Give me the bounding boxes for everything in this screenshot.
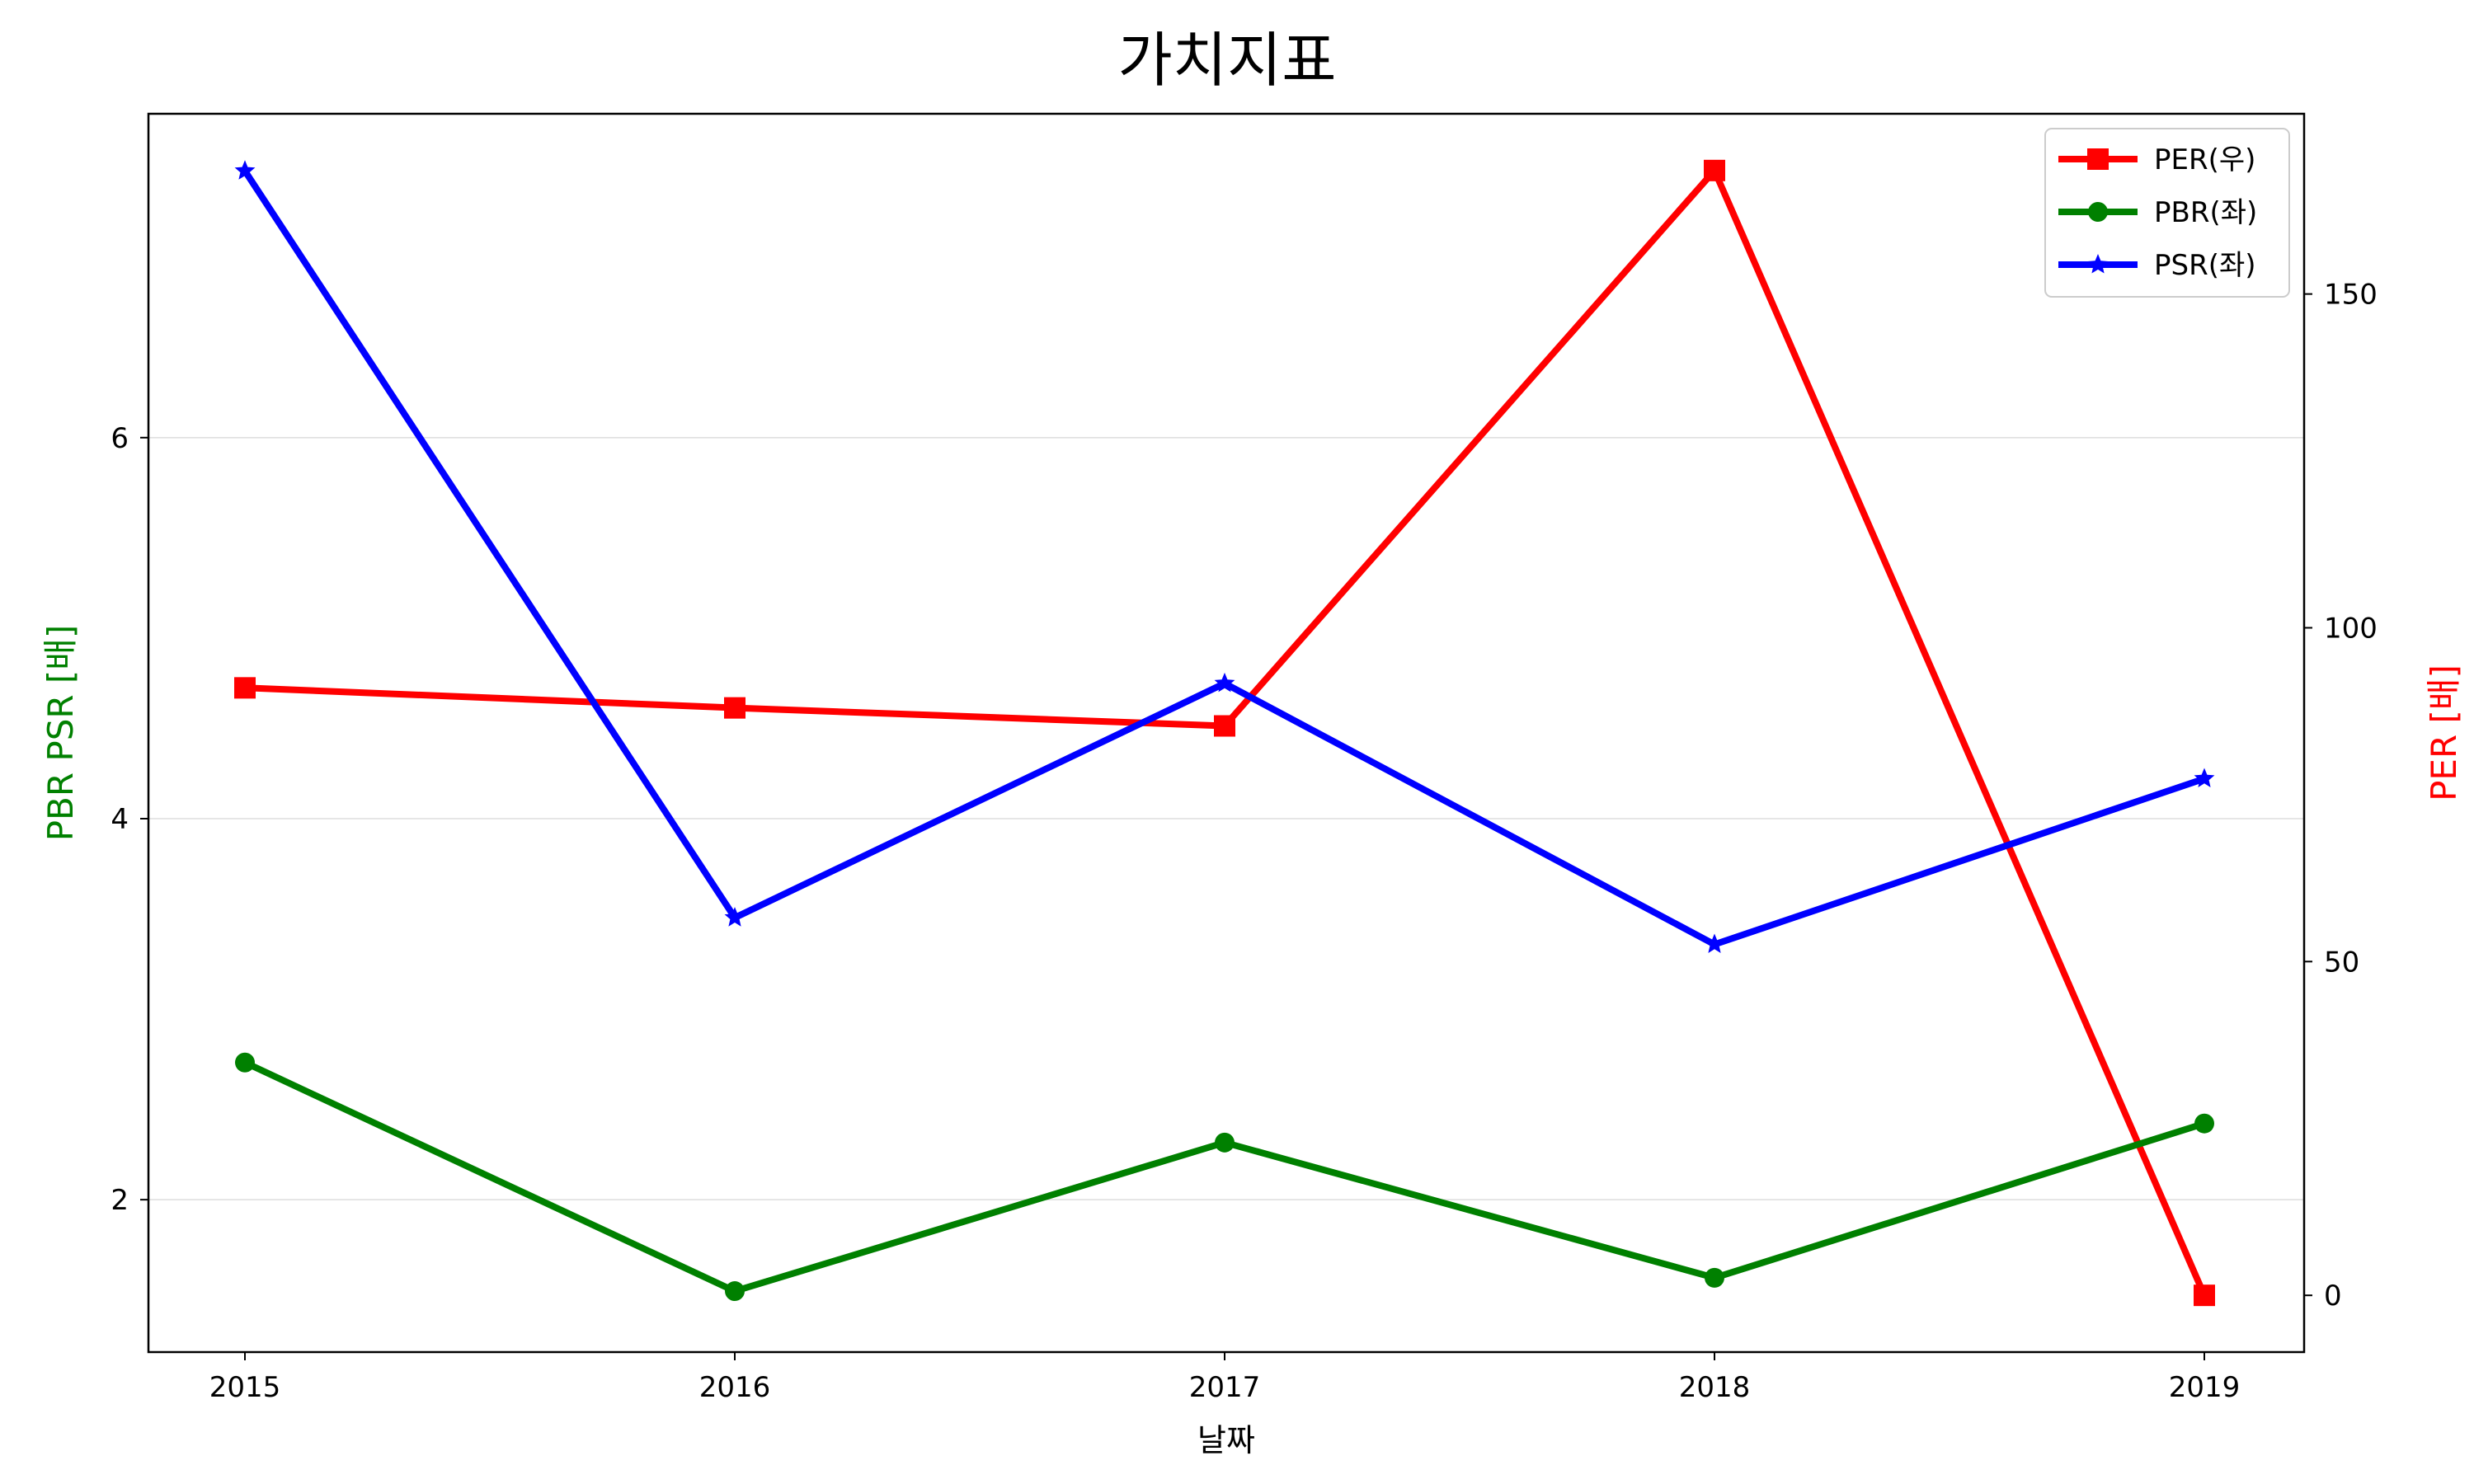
x-axis: 2015 2016 2017 2018 2019 [209, 1352, 2241, 1404]
series-0 [234, 159, 2215, 1307]
data-point [2194, 1113, 2214, 1134]
grid-lines [148, 437, 2304, 1200]
legend-label: PBR(좌) [2154, 196, 2257, 229]
data-point [724, 907, 745, 927]
legend-label: PSR(좌) [2154, 249, 2256, 282]
left-tick-label: 6 [111, 422, 129, 455]
left-tick-label: 2 [111, 1184, 129, 1217]
left-y-axis-label: PBR PSR [배] [40, 625, 81, 842]
data-point [1704, 933, 1725, 953]
x-tick-label: 2017 [1189, 1371, 1261, 1404]
x-tick-label: 2018 [1679, 1371, 1751, 1404]
right-tick-label: 0 [2324, 1280, 2342, 1313]
right-tick-label: 100 [2324, 612, 2378, 645]
data-point [1214, 672, 1235, 693]
data-point [724, 697, 745, 719]
series-1 [235, 1052, 2214, 1302]
series-line [242, 169, 2206, 948]
data-point [725, 1281, 745, 1302]
right-y-axis-label: PER [배] [2424, 665, 2464, 801]
data-point [1704, 159, 1725, 181]
series-layer [234, 159, 2215, 1307]
legend-marker [2087, 254, 2109, 274]
x-tick-label: 2019 [2169, 1371, 2241, 1404]
left-tick-label: 4 [111, 803, 129, 836]
legend-marker [2087, 148, 2109, 170]
legend-marker [2088, 202, 2108, 222]
left-y-axis: 2 4 6 [111, 422, 148, 1217]
data-point [2194, 1284, 2215, 1307]
data-point [1705, 1267, 1724, 1288]
data-point [234, 677, 256, 699]
series-line [243, 1059, 2206, 1295]
x-tick-label: 2016 [699, 1371, 771, 1404]
legend-box [2044, 128, 2290, 298]
right-tick-label: 50 [2324, 946, 2359, 979]
data-point [234, 160, 256, 180]
x-axis-label: 날짜 [1197, 1422, 1255, 1458]
data-point [1215, 1132, 1235, 1153]
chart-title: 가치지표 [1118, 26, 1337, 95]
data-point [2194, 768, 2215, 787]
legend: PER(우) PBR(좌) PSR(좌) [2044, 128, 2290, 298]
series-2 [234, 160, 2215, 953]
data-point [1214, 715, 1235, 737]
plot-area [147, 112, 2306, 1354]
legend-label: PER(우) [2154, 143, 2255, 176]
right-tick-label: 150 [2324, 279, 2378, 312]
data-point [235, 1052, 255, 1073]
x-tick-label: 2015 [209, 1371, 281, 1404]
legend-items: PER(우) PBR(좌) PSR(좌) [2058, 143, 2257, 282]
right-y-axis: 0 50 100 150 [2304, 279, 2378, 1313]
